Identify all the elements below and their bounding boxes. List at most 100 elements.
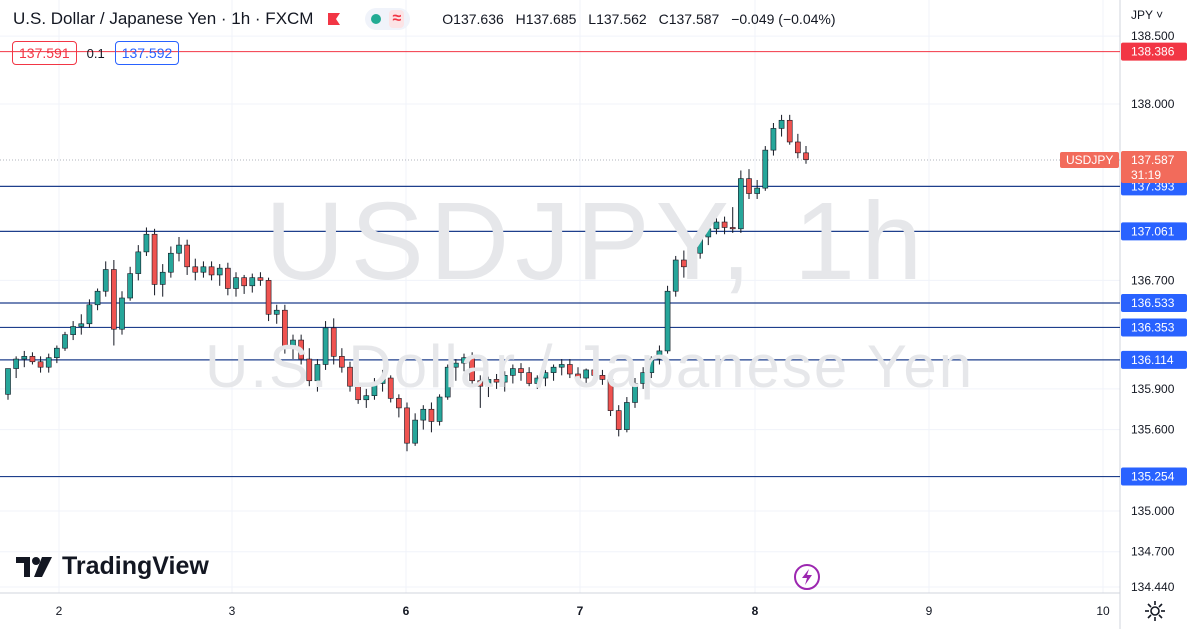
candle-up [233,277,239,289]
time-tick-label: 2 [56,604,63,618]
candle-down [607,379,614,411]
ohlc-values: O137.636 H137.685 L137.562 C137.587 −0.0… [442,11,835,27]
candle-down [477,380,484,387]
candle-up [640,372,646,384]
settings-gear-icon[interactable] [1144,600,1166,627]
candle-down [591,369,598,376]
tradingview-logo[interactable]: TradingView [16,552,209,581]
buy-button[interactable]: 137.592 [114,41,180,65]
events-flash-icon[interactable] [793,563,821,596]
alert-flag-icon[interactable] [327,12,341,26]
candle-up [697,236,703,254]
price-tick-label: 138.000 [1131,97,1175,111]
candle-up [86,304,93,325]
candle-up [371,383,378,396]
candle-down [257,277,264,281]
candle-down [184,244,190,268]
data-delay-icon: ≈ [389,10,405,28]
high-label: H [515,11,526,27]
symbol-title[interactable]: U.S. Dollar / Japanese Yen · 1h · FXCM [13,9,314,28]
symbol-tag-label: USDJPY [1066,153,1113,167]
candle-up [672,259,679,292]
candle-up [624,402,630,430]
time-tick-label: 10 [1096,604,1110,618]
candle-down [493,379,500,383]
candle-up [558,364,565,368]
candle-down [111,269,117,330]
high-value: 137.685 [525,11,577,27]
candle-up [705,228,712,238]
candle-up [78,323,85,327]
candle-up [412,419,418,444]
candle-up [738,178,744,230]
level-label-bg [1121,294,1187,313]
red-level-label: 138.386 [1131,45,1175,59]
candle-down [241,277,247,287]
candle-up [461,357,467,364]
candle-up [656,350,663,360]
candle-up [648,358,655,373]
candle-up [127,273,133,299]
candle-down [795,141,801,154]
candle-up [5,368,11,395]
candle-up [689,252,695,268]
candle-up [94,290,101,306]
candle-down [192,266,199,273]
bid-ask-panel: 137.591 0.1 137.592 [12,41,180,65]
candle-down [721,221,728,228]
candle-up [664,290,671,352]
candle-down [225,267,231,289]
candle-up [453,362,459,368]
sell-button[interactable]: 137.591 [12,41,77,65]
candle-up [54,347,60,358]
candle-up [13,358,19,369]
time-tick-label: 7 [577,604,584,618]
candle-up [770,128,777,151]
candle-up [542,372,549,379]
candle-up [273,309,280,315]
open-value: 137.636 [453,11,504,27]
candle-down [729,227,736,230]
candle-up [70,326,76,335]
candle-up [102,269,109,292]
price-tick-label: 135.900 [1131,382,1175,396]
candle-up [176,244,182,254]
candle-down [803,152,809,160]
market-open-dot-icon [371,14,382,24]
open-label: O [442,11,454,27]
bar-countdown-label: 31:19 [1131,168,1161,182]
candle-down [208,266,215,276]
last-price-label-bg [1121,151,1187,184]
currency-menu[interactable]: JPY ˅ [1131,8,1164,22]
level-label: 135.254 [1131,470,1175,484]
level-label: 137.061 [1131,224,1175,238]
candle-up [444,366,451,398]
candle-up [363,395,370,401]
candle-down [387,377,394,399]
candle-up [778,119,785,129]
level-label-bg [1121,350,1187,369]
price-tick-label: 135.600 [1131,423,1175,437]
time-tick-label: 8 [752,604,759,618]
level-label: 136.114 [1131,353,1174,367]
price-tick-label: 134.440 [1131,580,1175,594]
candle-down [575,373,581,379]
candle-up [135,251,142,274]
candle-down [339,356,345,368]
close-value: 137.587 [668,11,720,27]
candle-up [583,369,589,379]
candle-up [119,297,125,330]
legend-header: U.S. Dollar / Japanese Yen · 1h · FXCM ≈… [13,4,836,34]
level-label-bg [1121,318,1187,337]
candle-up [200,266,207,273]
candle-up [159,271,166,285]
candle-down [29,356,36,363]
candle-down [518,368,524,373]
candle-down [282,309,288,348]
market-status-pill[interactable]: ≈ [365,8,411,30]
candle-down [567,364,573,375]
symbol-tag-bg [1060,152,1119,169]
candle-up [143,233,150,253]
